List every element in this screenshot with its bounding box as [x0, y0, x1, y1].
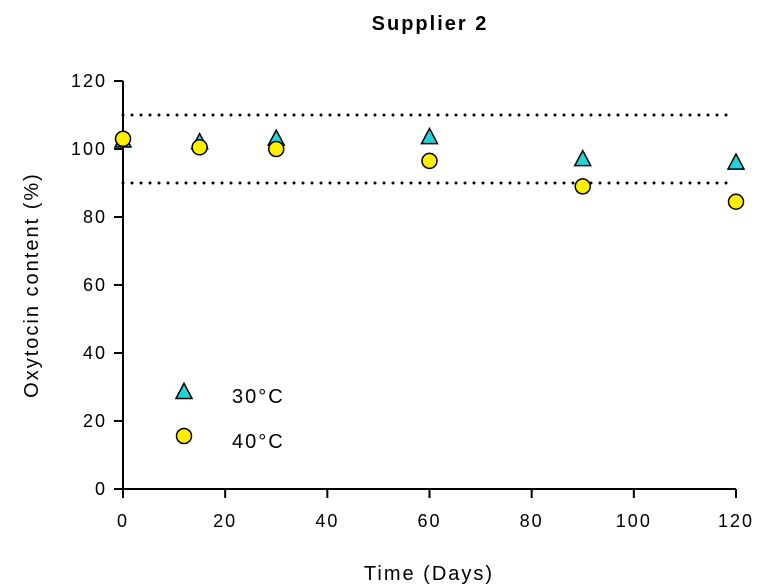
y-tick-label: 20 [83, 411, 107, 431]
x-tick-label: 20 [213, 511, 237, 531]
point-40c [421, 152, 438, 170]
x-axis-ticks: 0 20 40 60 80 100 120 [117, 489, 754, 531]
point-30c [573, 148, 592, 167]
legend-marker-40c [175, 427, 193, 445]
y-tick-label: 40 [83, 343, 107, 363]
x-tick-label: 80 [520, 511, 544, 531]
y-axis-ticks: 0 20 40 60 80 100 120 [71, 71, 123, 499]
reference-lines [121, 113, 730, 185]
y-tick-label: 60 [83, 275, 107, 295]
point-40c [574, 178, 591, 195]
y-tick-label: 0 [95, 479, 107, 499]
x-axis-title: Time (Days) [364, 563, 494, 585]
y-tick-label: 80 [83, 207, 107, 227]
point-40c [191, 139, 208, 156]
x-tick-label: 120 [718, 511, 754, 531]
y-tick-label: 120 [71, 71, 107, 91]
x-tick-label: 0 [117, 511, 129, 531]
x-tick-label: 40 [315, 511, 339, 531]
legend: 30°C 40°C [174, 381, 285, 453]
x-tick-label: 60 [417, 511, 441, 531]
legend-marker-30c [174, 381, 194, 400]
legend-label-30c: 30°C [232, 386, 285, 408]
y-axis-title: Oxytocin content (%) [21, 172, 43, 398]
point-30c [420, 126, 439, 145]
data-points [113, 126, 746, 210]
point-40c [268, 140, 285, 158]
point-40c [114, 130, 132, 148]
y-tick-label: 100 [71, 139, 107, 159]
x-tick-label: 100 [616, 511, 652, 531]
point-40c [727, 193, 745, 210]
point-30c [726, 152, 746, 170]
chart-title: Supplier 2 [372, 13, 489, 35]
legend-label-40c: 40°C [232, 431, 285, 453]
